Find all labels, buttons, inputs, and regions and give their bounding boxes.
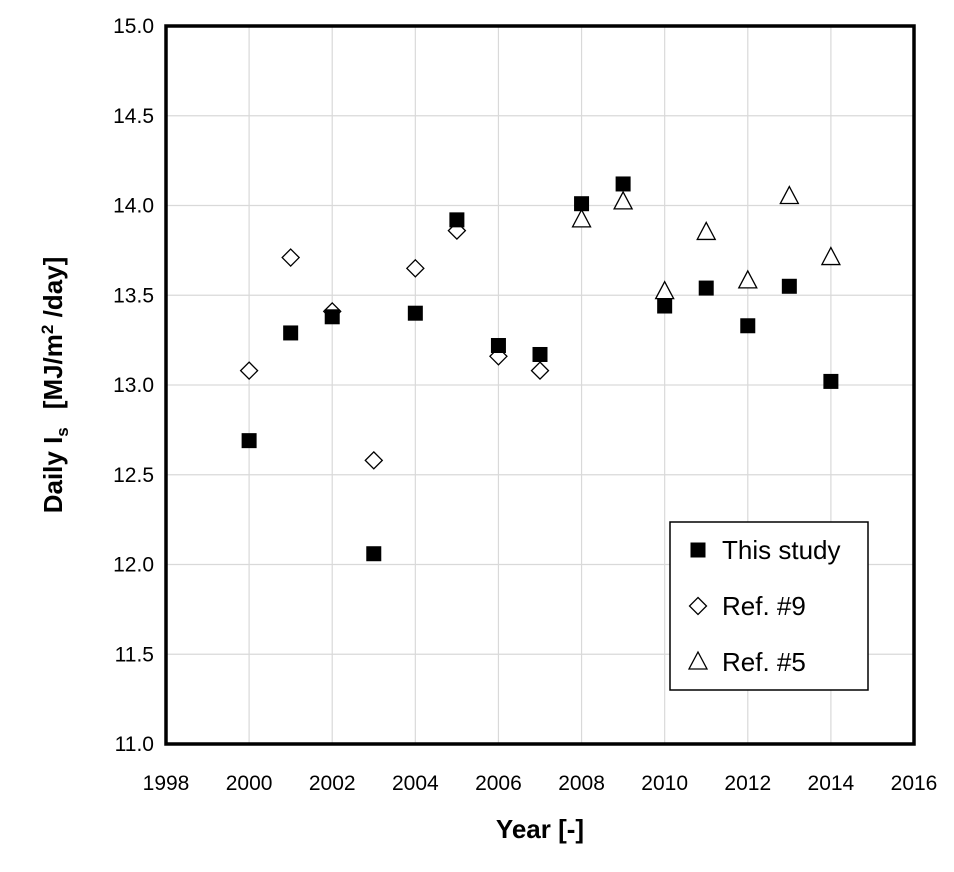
legend-label-this-study: This study bbox=[722, 535, 841, 565]
y-tick-label-12.5: 12.5 bbox=[113, 464, 154, 487]
x-tick-label-2004: 2004 bbox=[392, 772, 439, 795]
point-ref-9-2003 bbox=[364, 450, 384, 470]
point-ref-5-2011 bbox=[696, 221, 717, 241]
point-this-study-2001 bbox=[283, 325, 299, 341]
point-ref-5-2010 bbox=[654, 280, 675, 300]
x-axis-ticks: 1998 2000 2002 2004 2006 2008 2010 2012 2014 2016 bbox=[143, 772, 938, 795]
legend-label-ref-9: Ref. #9 bbox=[722, 591, 806, 621]
point-this-study-2003 bbox=[366, 546, 382, 562]
point-this-study-2006 bbox=[490, 338, 506, 354]
legend-marker-ref-9 bbox=[688, 596, 708, 616]
legend: This study Ref. #9 Ref. #5 bbox=[669, 521, 869, 691]
x-tick-label-1998: 1998 bbox=[143, 772, 190, 795]
x-tick-label-2012: 2012 bbox=[724, 772, 771, 795]
y-tick-label-13.0: 13.0 bbox=[113, 374, 154, 397]
plot-area-frame bbox=[164, 24, 916, 746]
y-axis-title-units-close: /day] bbox=[38, 257, 68, 325]
point-this-study-2009 bbox=[615, 176, 631, 192]
point-ref-9-2000 bbox=[239, 361, 259, 381]
point-this-study-2007 bbox=[532, 346, 548, 362]
point-ref-5-2014 bbox=[820, 246, 841, 266]
point-this-study-2014 bbox=[823, 373, 839, 389]
data-points bbox=[239, 176, 841, 562]
y-axis-title-units-open: [MJ/m bbox=[38, 334, 68, 409]
x-tick-label-2014: 2014 bbox=[808, 772, 855, 795]
x-tick-label-2002: 2002 bbox=[309, 772, 356, 795]
point-this-study-2008 bbox=[574, 196, 590, 212]
legend-marker-this-study bbox=[690, 542, 706, 558]
point-this-study-2002 bbox=[324, 309, 340, 325]
y-axis-title-prefix: Daily I bbox=[38, 437, 68, 514]
y-tick-label-11.0: 11.0 bbox=[115, 733, 154, 756]
x-tick-label-2006: 2006 bbox=[475, 772, 522, 795]
point-ref-5-2013 bbox=[779, 185, 800, 205]
legend-label-ref-5: Ref. #5 bbox=[722, 647, 806, 677]
point-ref-9-2007 bbox=[530, 361, 550, 381]
point-this-study-2012 bbox=[740, 318, 756, 334]
point-this-study-2011 bbox=[698, 280, 714, 296]
y-axis-ticks: 11.0 11.5 12.0 12.5 13.0 13.5 14.0 14.5 15.0 bbox=[113, 15, 154, 756]
y-axis-title: Daily Is [MJ/m2 /day] bbox=[38, 257, 72, 514]
y-tick-label-12.0: 12.0 bbox=[113, 554, 154, 577]
x-tick-label-2000: 2000 bbox=[226, 772, 273, 795]
series-ref-5 bbox=[571, 185, 841, 300]
point-ref-5-2009 bbox=[613, 190, 634, 210]
y-tick-label-15.0: 15.0 bbox=[113, 15, 154, 38]
point-ref-9-2004 bbox=[405, 258, 425, 278]
point-ref-9-2001 bbox=[281, 248, 301, 267]
y-tick-label-11.5: 11.5 bbox=[115, 643, 154, 666]
point-this-study-2004 bbox=[407, 305, 423, 321]
x-axis-title: Year [-] bbox=[496, 814, 584, 844]
x-tick-label-2008: 2008 bbox=[558, 772, 605, 795]
x-tick-label-2010: 2010 bbox=[641, 772, 688, 795]
x-tick-label-2016: 2016 bbox=[891, 772, 938, 795]
series-this-study bbox=[241, 176, 839, 562]
point-this-study-2005 bbox=[449, 212, 465, 228]
y-axis-title-units-sup: 2 bbox=[38, 325, 57, 334]
y-tick-label-13.5: 13.5 bbox=[113, 284, 154, 307]
point-this-study-2013 bbox=[781, 278, 797, 294]
gridlines bbox=[166, 26, 914, 744]
point-this-study-2000 bbox=[241, 433, 257, 449]
y-tick-label-14.5: 14.5 bbox=[113, 105, 154, 128]
point-ref-5-2012 bbox=[737, 269, 758, 289]
point-this-study-2010 bbox=[657, 298, 673, 314]
y-tick-label-14.0: 14.0 bbox=[113, 195, 154, 218]
point-ref-5-2008 bbox=[571, 208, 592, 228]
legend-marker-ref-5 bbox=[687, 650, 709, 670]
y-axis-title-subscript: s bbox=[53, 427, 72, 436]
